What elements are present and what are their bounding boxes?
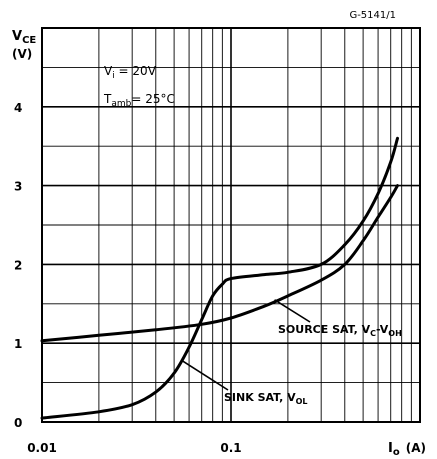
y-tick-label: 2 bbox=[14, 258, 22, 272]
x-tick-label: 0.1 bbox=[220, 441, 241, 455]
figure-code: G-5141/1 bbox=[349, 10, 396, 21]
condition-vi: Vi = 20V bbox=[104, 64, 157, 81]
x-tick-label: 0.01 bbox=[27, 441, 57, 455]
y-tick-label: 1 bbox=[14, 337, 22, 351]
plot-frame bbox=[41, 27, 421, 423]
grid bbox=[41, 27, 420, 423]
series-line-sink-sat bbox=[40, 136, 399, 420]
leader-line-sink bbox=[181, 359, 229, 391]
series-label-sink: SINK SAT, VOL bbox=[224, 391, 308, 406]
y-tick-label: 0 bbox=[14, 416, 22, 430]
x-axis-label: Io (A) bbox=[388, 441, 426, 458]
y-axis-unit: (V) bbox=[12, 47, 32, 61]
series-label-source: SOURCE SAT, VC-VOH bbox=[278, 323, 402, 338]
series-line-source-sat bbox=[40, 184, 399, 343]
condition-tamb: Tamb= 25°C bbox=[103, 92, 175, 109]
labels: 0 1 2 3 4 0.01 0.1 bbox=[14, 101, 242, 455]
y-tick-label: 3 bbox=[14, 180, 22, 194]
y-axis-label: VCE bbox=[12, 29, 36, 46]
leader-line-source bbox=[274, 299, 311, 323]
y-tick-label: 4 bbox=[14, 101, 22, 115]
curves bbox=[40, 136, 399, 420]
